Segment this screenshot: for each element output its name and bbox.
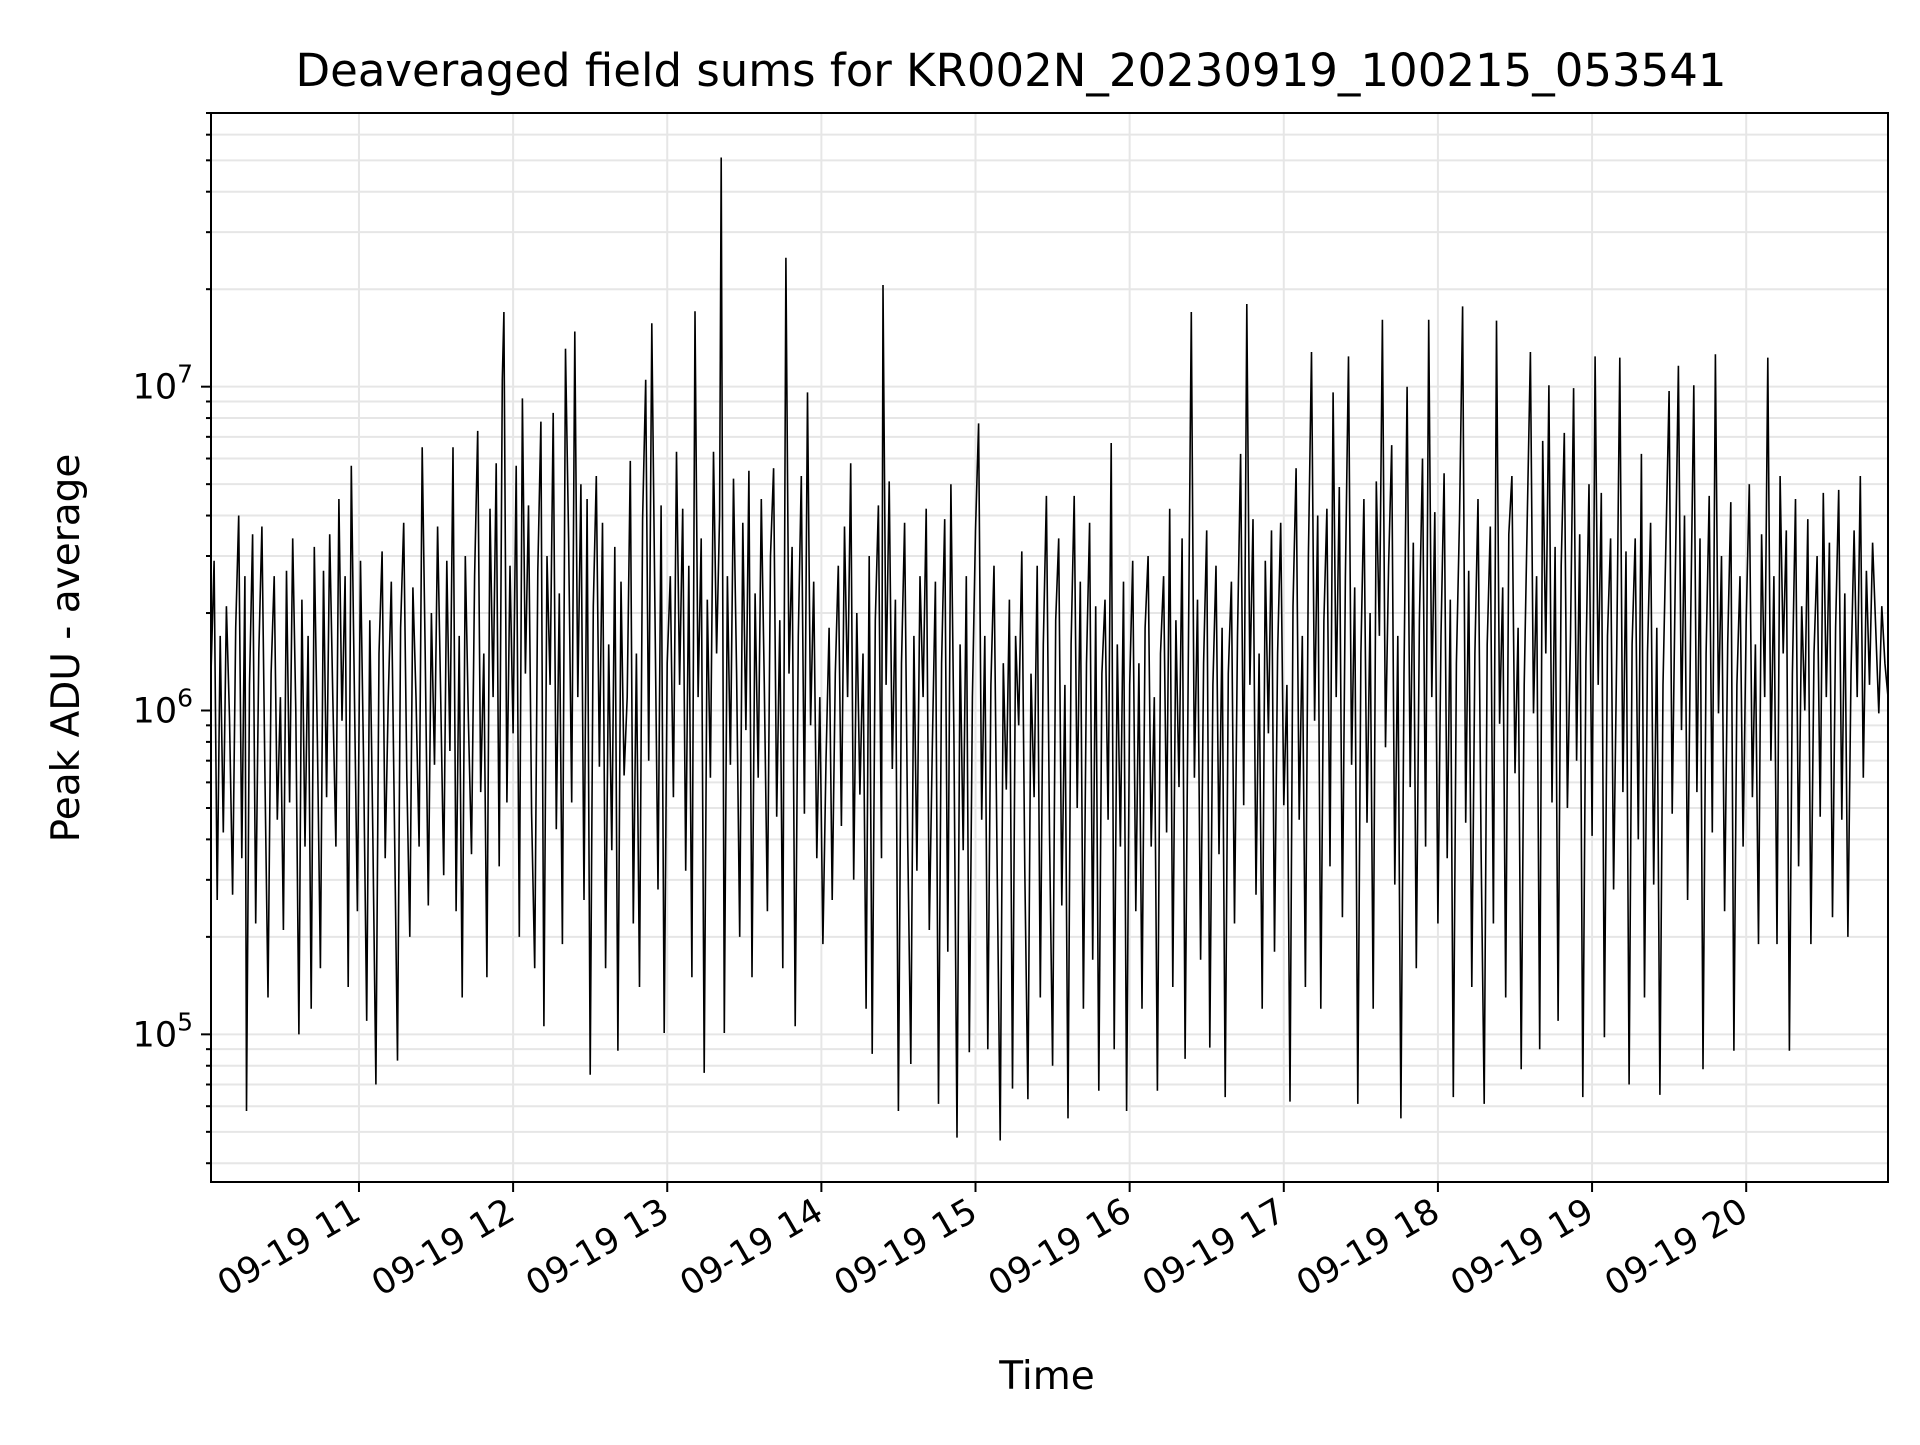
series-layer: [210, 157, 1889, 1141]
x-axis-label: Time: [998, 1354, 1094, 1399]
series-line: [210, 157, 1889, 1141]
y-axis-label: Peak ADU - average: [44, 454, 89, 843]
chart-title: Deaveraged field sums for KR002N_2023091…: [296, 44, 1727, 97]
y-tick-base: 10: [133, 692, 178, 732]
y-tick-base: 10: [133, 1015, 178, 1055]
y-tick-exponent: 7: [177, 360, 193, 389]
y-tick-label: 107: [133, 360, 193, 408]
y-tick-base: 10: [133, 368, 178, 408]
y-tick-exponent: 6: [177, 684, 193, 713]
plot-frame: [210, 112, 1889, 1183]
y-tick-label: 106: [133, 684, 193, 732]
y-tick-exponent: 5: [177, 1007, 193, 1036]
y-tick-label: 105: [133, 1007, 193, 1055]
